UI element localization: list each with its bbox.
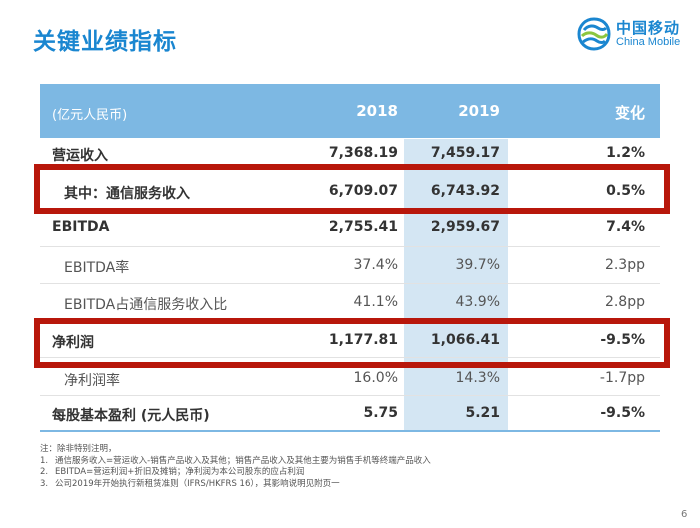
table-row: 每股基本盈利 (元人民币) 5.75 5.21 -9.5% <box>40 396 660 432</box>
value-2019: 2,959.67 <box>430 219 500 235</box>
row-divider <box>40 357 660 358</box>
table-row: 净利润率 16.0% 14.3% -1.7pp <box>40 361 660 397</box>
row-divider <box>40 283 660 284</box>
value-2019: 7,459.17 <box>430 145 500 161</box>
value-2019: 1,066.41 <box>430 332 500 348</box>
value-2018: 16.0% <box>353 370 398 386</box>
row-label: 净利润率 <box>64 373 120 389</box>
value-change: 7.4% <box>606 219 645 235</box>
footnote-intro: 注：除非特别注明， <box>40 444 117 454</box>
table-bottom-border <box>40 430 660 432</box>
value-2019: 14.3% <box>455 370 500 386</box>
value-2018: 5.75 <box>363 405 398 421</box>
table-row: 其中：通信服务收入 6,709.07 6,743.92 0.5% <box>40 174 660 210</box>
value-2019: 39.7% <box>455 257 500 273</box>
value-2018: 37.4% <box>353 257 398 273</box>
row-divider <box>40 246 660 247</box>
footnote-number: 3. <box>40 478 49 489</box>
table-row: EBITDA 2,755.41 2,959.67 7.4% <box>40 210 660 246</box>
value-2018: 41.1% <box>353 294 398 310</box>
value-2019: 6,743.92 <box>430 183 500 199</box>
value-change: 0.5% <box>606 183 645 199</box>
value-change: -9.5% <box>600 405 645 421</box>
footnote-number: 2. <box>40 467 49 477</box>
column-2019-highlight <box>404 139 508 430</box>
value-2018: 1,177.81 <box>328 332 398 348</box>
row-label: 每股基本盈利 (元人民币) <box>52 408 210 424</box>
logo-text-en: China Mobile <box>616 36 681 48</box>
value-change: 2.8pp <box>604 294 645 310</box>
table-row: EBITDA占通信服务收入比 41.1% 43.9% 2.8pp <box>40 285 660 321</box>
header-unit: (亿元人民币) <box>52 108 128 123</box>
value-2018: 7,368.19 <box>328 145 398 161</box>
highlight-box-telecom-revenue <box>34 164 670 214</box>
row-divider <box>40 395 660 396</box>
row-label: 其中：通信服务收入 <box>64 186 190 202</box>
footnote-text: 通信服务收入=营运收入-销售产品收入及其他；销售产品收入及其他主要为销售手机等终… <box>55 455 431 466</box>
table-row: 营运收入 7,368.19 7,459.17 1.2% <box>40 136 660 172</box>
value-change: 2.3pp <box>604 257 645 273</box>
footnote-number: 1. <box>40 455 49 466</box>
value-2019: 43.9% <box>455 294 500 310</box>
china-mobile-logo-icon <box>577 17 611 51</box>
china-mobile-logo: 中国移动 China Mobile <box>576 16 688 52</box>
value-2018: 2,755.41 <box>328 219 398 235</box>
footnote-item: 3. 公司2019年开始执行新租赁准则（IFRS/HKFRS 16），其影响说明见… <box>40 479 431 491</box>
header-2019: 2019 <box>458 102 500 120</box>
value-2019: 5.21 <box>465 405 500 421</box>
page-number: 6 <box>681 509 688 520</box>
value-change: -1.7pp <box>599 370 645 386</box>
table-header: (亿元人民币) 2018 2019 变化 <box>40 84 660 138</box>
logo-text-cn: 中国移动 <box>616 19 681 37</box>
row-label: 营运收入 <box>52 148 108 164</box>
highlight-box-net-profit <box>34 318 670 368</box>
value-change: 1.2% <box>606 145 645 161</box>
footnote-text: EBITDA=营运利润+折旧及摊销；净利润为本公司股东的应占利润 <box>55 467 305 477</box>
value-2018: 6,709.07 <box>328 183 398 199</box>
value-change: -9.5% <box>600 332 645 348</box>
row-label: EBITDA率 <box>64 260 130 276</box>
footnotes: 注：除非特别注明， 1. 通信服务收入=营运收入-销售产品收入及其他；销售产品收入… <box>40 444 431 490</box>
page-title: 关键业绩指标 <box>33 29 177 55</box>
row-label: 净利润 <box>52 335 94 351</box>
table-row: 净利润 1,177.81 1,066.41 -9.5% <box>40 323 660 359</box>
row-label: EBITDA占通信服务收入比 <box>64 297 228 313</box>
footnote-item: 2. EBITDA=营运利润+折旧及摊销；净利润为本公司股东的应占利润 <box>40 467 431 479</box>
footnote-item: 1. 通信服务收入=营运收入-销售产品收入及其他；销售产品收入及其他主要为销售手机… <box>40 456 431 468</box>
row-label: EBITDA <box>52 219 110 235</box>
table-row: EBITDA率 37.4% 39.7% 2.3pp <box>40 248 660 284</box>
footnote-text: 公司2019年开始执行新租赁准则（IFRS/HKFRS 16），其影响说明见附页… <box>55 478 340 489</box>
header-2018: 2018 <box>356 102 398 120</box>
header-change: 变化 <box>614 104 645 122</box>
